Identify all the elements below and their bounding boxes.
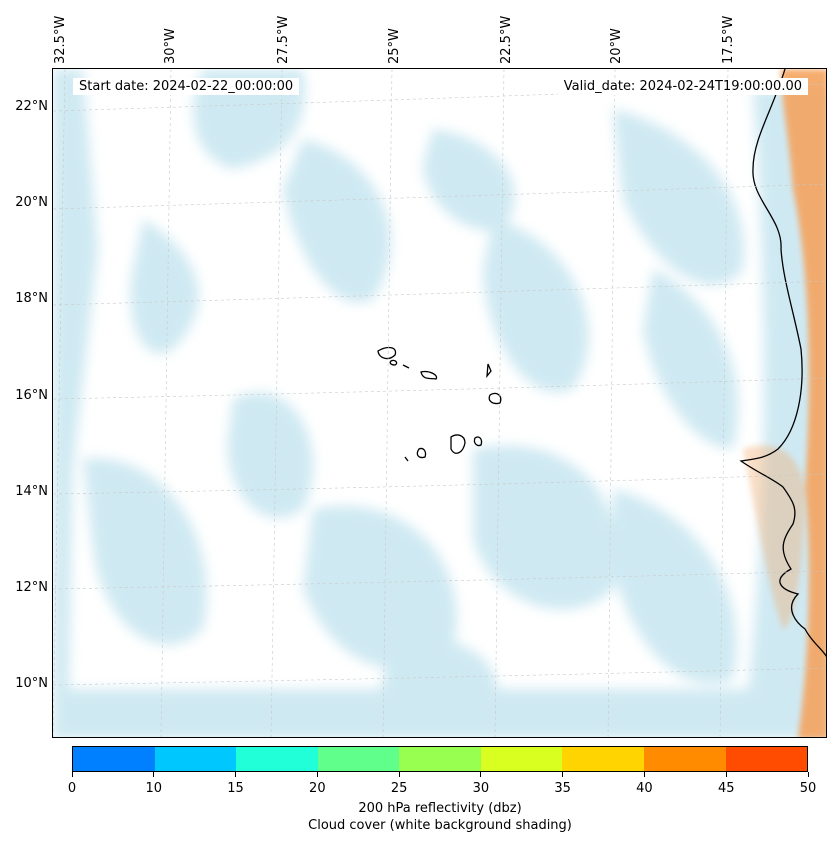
longitude-label: 30°W <box>163 28 178 64</box>
colorbar-segment <box>317 747 400 771</box>
colorbar-tick <box>807 772 809 777</box>
colorbar-tick-label: 25 <box>390 781 408 796</box>
colorbar-tick-label: 10 <box>145 781 163 796</box>
valid-date-label: Valid_date: 2024-02-24T19:00:00.00 <box>557 78 808 95</box>
colorbar-segment <box>480 747 563 771</box>
colorbar-tick-label: 30 <box>472 781 490 796</box>
longitude-label: 27.5°W <box>276 15 291 64</box>
start-date-label: Start date: 2024-02-22_00:00:00 <box>73 78 300 95</box>
latitude-label: 20°N <box>15 195 48 210</box>
colorbar-tick-label: 45 <box>717 781 735 796</box>
colorbar-segment <box>236 747 318 771</box>
colorbar-segment <box>399 747 481 771</box>
colorbar-segment <box>562 747 644 771</box>
longitude-label: 25°W <box>387 28 402 64</box>
longitude-label: 17.5°W <box>721 15 736 64</box>
longitude-label: 32.5°W <box>53 15 68 64</box>
colorbar-tick <box>643 772 645 777</box>
colorbar-tick-label: 20 <box>309 781 326 796</box>
cloud-cover-shading <box>53 69 826 737</box>
colorbar-tick-label: 0 <box>67 781 77 796</box>
colorbar-tick <box>316 772 318 777</box>
longitude-label: 20°W <box>609 28 624 64</box>
colorbar-tick-label: 50 <box>799 781 817 796</box>
coastline <box>377 69 826 657</box>
graticule <box>53 69 826 737</box>
colorbar-segment <box>725 747 808 771</box>
colorbar-tick-label: 35 <box>554 781 571 796</box>
land-reflectivity <box>743 69 826 737</box>
colorbar-tick <box>71 772 73 777</box>
colorbar-tick <box>562 772 564 777</box>
map-panel: Start date: 2024-02-22_00:00:00 Valid_da… <box>52 68 827 738</box>
colorbar-tick-label: 15 <box>227 781 244 796</box>
longitude-label: 22.5°W <box>499 15 514 64</box>
colorbar-tick <box>153 772 155 777</box>
colorbar-tick <box>480 772 482 777</box>
latitude-label: 14°N <box>15 484 48 499</box>
colorbar-tick-label: 40 <box>636 781 653 796</box>
colorbar-segment <box>643 747 726 771</box>
colorbar-sublabel: Cloud cover (white background shading) <box>308 818 572 833</box>
colorbar-tick <box>235 772 237 777</box>
colorbar-tick <box>398 772 400 777</box>
colorbar-tick <box>725 772 727 777</box>
latitude-label: 16°N <box>15 388 48 403</box>
latitude-label: 12°N <box>15 580 48 595</box>
colorbar-segment <box>73 747 155 771</box>
map-canvas <box>53 69 826 737</box>
latitude-label: 10°N <box>15 676 48 691</box>
colorbar-segment <box>154 747 237 771</box>
latitude-label: 18°N <box>15 291 48 306</box>
colorbar-label: 200 hPa reflectivity (dbz) <box>358 801 522 816</box>
latitude-label: 22°N <box>15 99 48 114</box>
reflectivity-colorbar <box>72 746 808 772</box>
